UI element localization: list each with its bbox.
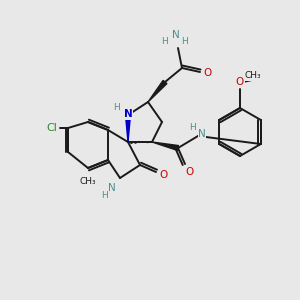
Text: CH₃: CH₃: [80, 178, 96, 187]
Text: O: O: [236, 77, 244, 87]
Text: O: O: [204, 68, 212, 78]
Text: CH₃: CH₃: [245, 71, 261, 80]
Text: N: N: [124, 109, 132, 119]
Polygon shape: [125, 115, 130, 142]
Polygon shape: [148, 80, 167, 102]
Polygon shape: [152, 142, 178, 150]
Text: N: N: [172, 30, 180, 40]
Text: N: N: [108, 183, 116, 193]
Text: Cl: Cl: [46, 123, 57, 133]
Text: H: H: [189, 124, 195, 133]
Text: H: H: [112, 103, 119, 112]
Text: O: O: [186, 167, 194, 177]
Text: H: H: [162, 38, 168, 46]
Text: H: H: [182, 38, 188, 46]
Text: H: H: [100, 190, 107, 200]
Text: O: O: [160, 170, 168, 180]
Text: N: N: [198, 129, 206, 139]
